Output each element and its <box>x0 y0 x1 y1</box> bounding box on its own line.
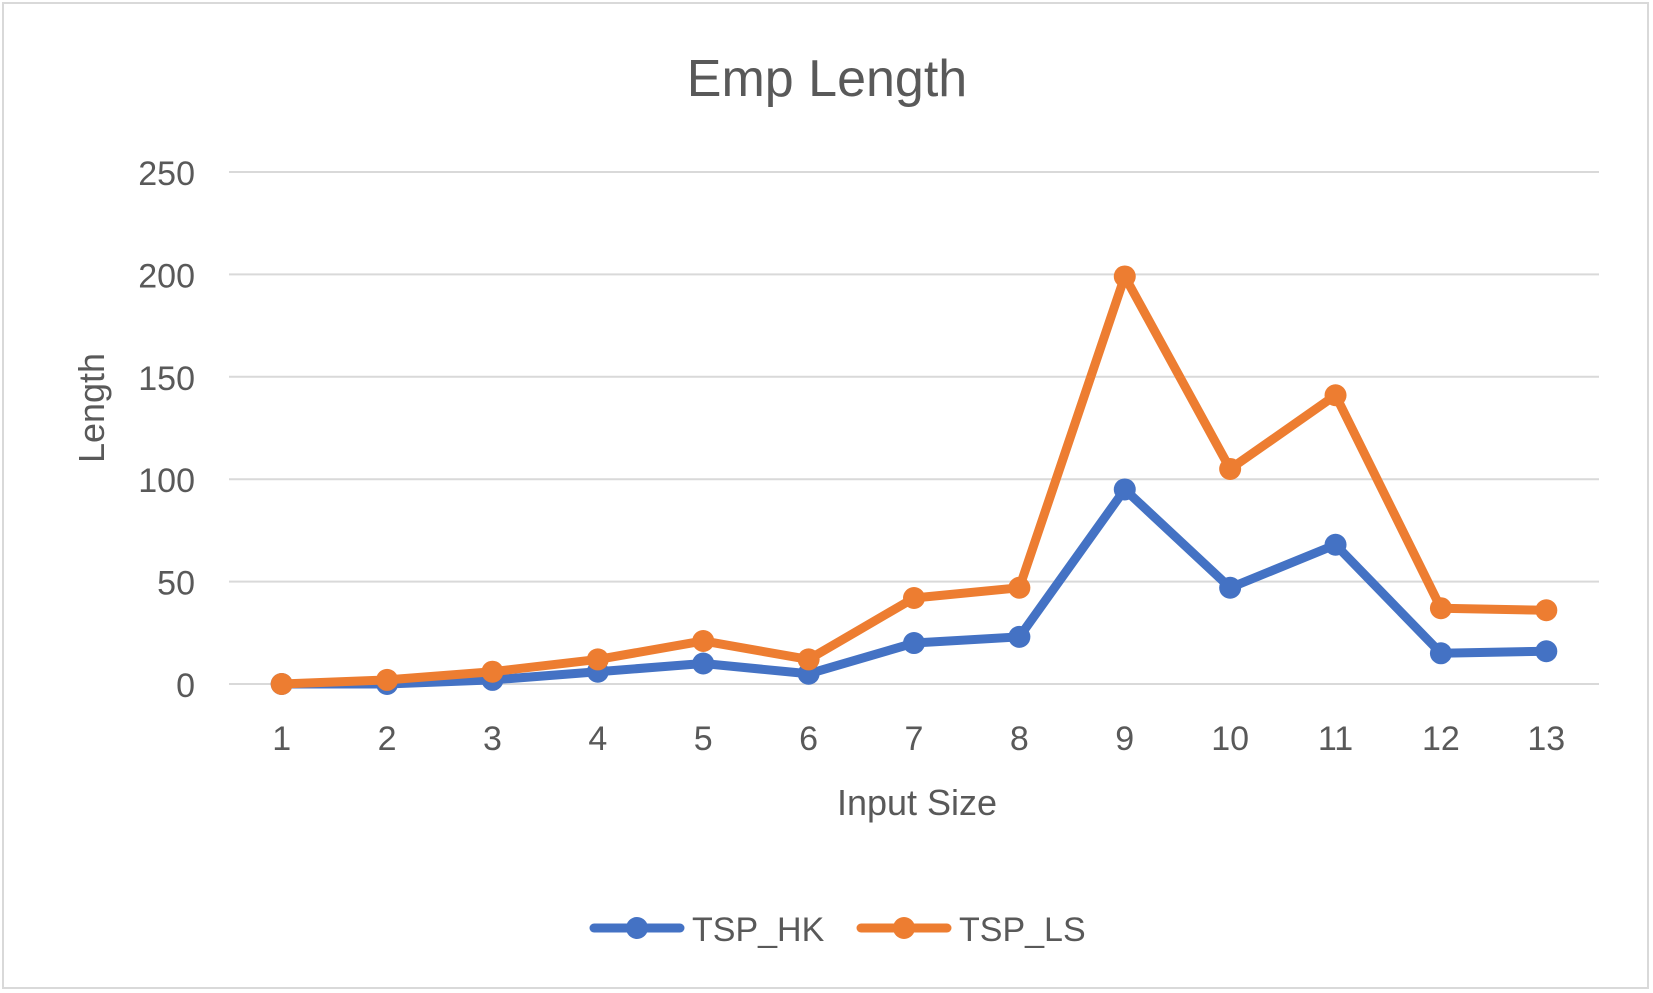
data-point <box>1429 642 1452 665</box>
line-chart: Emp Length Length Input Size 05010015020… <box>71 50 1599 949</box>
data-point <box>270 673 293 695</box>
legend-label: TSP_LS <box>959 911 1086 949</box>
x-tick-label: 2 <box>378 720 397 758</box>
legend: TSP_HK TSP_LS <box>589 911 1086 949</box>
y-tick-label: 50 <box>157 565 195 603</box>
data-point <box>1219 576 1242 599</box>
data-point <box>1113 265 1136 288</box>
data-point <box>1429 597 1452 620</box>
x-tick-label: 11 <box>1318 720 1353 758</box>
legend-marker <box>893 917 915 939</box>
legend-item: TSP_LS <box>856 911 1086 949</box>
x-tick-label: 10 <box>1211 720 1249 758</box>
series-tsp-hk <box>270 478 1558 695</box>
data-point <box>903 586 925 609</box>
data-point <box>1324 533 1347 556</box>
gridlines <box>229 171 1599 685</box>
y-tick-label: 200 <box>138 257 195 295</box>
y-axis-ticks: 0 50 100 150 200 250 <box>138 155 195 705</box>
data-point <box>1008 625 1031 648</box>
x-tick-label: 8 <box>1010 720 1029 758</box>
series-tsp-ls <box>270 265 1558 695</box>
y-tick-label: 150 <box>138 360 195 398</box>
x-axis-ticks: 1 2 3 4 5 6 7 8 9 10 11 12 13 <box>272 720 1565 758</box>
x-tick-label: 1 <box>272 720 291 758</box>
data-point <box>797 648 820 671</box>
legend-item: TSP_HK <box>589 911 825 949</box>
data-point <box>1113 478 1136 501</box>
data-point <box>1008 576 1031 599</box>
data-point <box>903 632 925 655</box>
x-tick-label: 6 <box>799 720 818 758</box>
series-layer <box>270 265 1558 695</box>
x-tick-label: 3 <box>483 720 502 758</box>
data-point <box>586 648 609 671</box>
x-tick-label: 5 <box>694 720 713 758</box>
legend-label: TSP_HK <box>692 911 825 949</box>
x-tick-label: 7 <box>905 720 924 758</box>
y-tick-label: 250 <box>138 155 195 193</box>
y-axis-label: Length <box>71 353 112 463</box>
data-point <box>481 660 504 683</box>
data-point <box>1324 384 1347 407</box>
x-tick-label: 4 <box>588 720 607 758</box>
y-tick-label: 0 <box>176 667 195 705</box>
x-tick-label: 13 <box>1527 720 1565 758</box>
series-line <box>277 484 1551 689</box>
series-line <box>277 271 1551 689</box>
data-point <box>1535 640 1558 663</box>
x-tick-label: 12 <box>1422 720 1460 758</box>
legend-marker <box>626 917 648 939</box>
x-tick-label: 9 <box>1115 720 1134 758</box>
data-point <box>1535 599 1558 622</box>
x-axis-label: Input Size <box>837 782 997 823</box>
data-point <box>1219 457 1242 480</box>
data-point <box>692 652 715 675</box>
data-point <box>692 629 715 652</box>
chart-title: Emp Length <box>687 50 967 108</box>
y-tick-label: 100 <box>138 462 195 500</box>
data-point <box>376 668 399 691</box>
